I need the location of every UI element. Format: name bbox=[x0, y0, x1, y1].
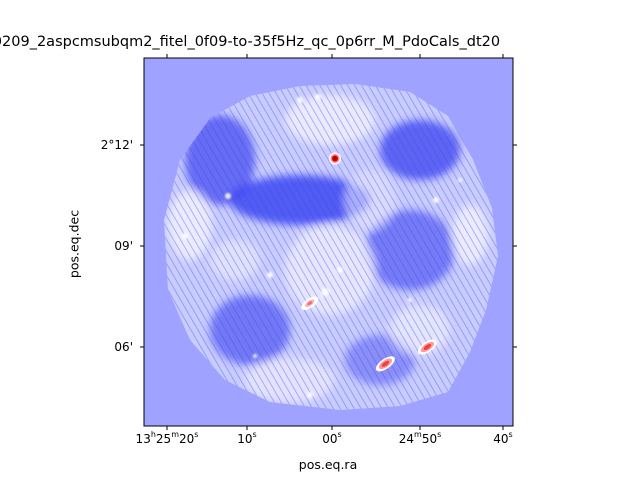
x-tick-label: 10s bbox=[237, 430, 257, 446]
bright-source bbox=[301, 296, 319, 311]
bright-source bbox=[329, 152, 341, 165]
x-tick-label: 13h25m20s bbox=[135, 430, 199, 446]
y-tick-label: 06' bbox=[114, 340, 133, 354]
axes-frame bbox=[143, 57, 514, 427]
bright-source bbox=[417, 339, 437, 355]
chart-title: 1325.0+0209_2aspcmsubqm2_fitel_0f09-to-3… bbox=[0, 34, 501, 50]
x-tick-label: 40s bbox=[493, 430, 513, 446]
x-tick-label: 00s bbox=[322, 430, 342, 446]
x-axis-label: pos.eq.ra bbox=[298, 457, 358, 472]
bright-source bbox=[375, 356, 395, 372]
y-tick-label: 09' bbox=[114, 239, 133, 253]
x-tick-label: 24m50s bbox=[398, 430, 442, 446]
tick-marks bbox=[140, 54, 517, 430]
y-tick-label: 2°12' bbox=[100, 138, 133, 152]
image-field bbox=[164, 84, 498, 410]
y-axis-label: pos.eq.dec bbox=[66, 209, 82, 279]
